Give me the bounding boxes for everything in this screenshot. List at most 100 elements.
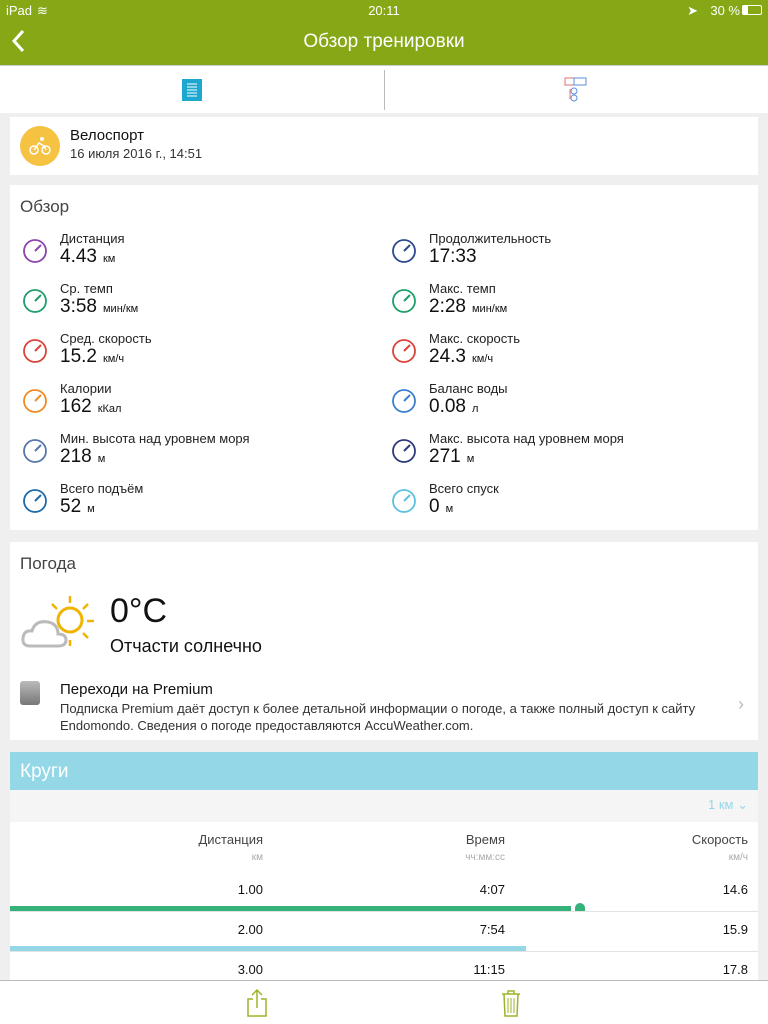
descent-arrow-icon bbox=[392, 489, 416, 513]
location-pins-icon bbox=[23, 239, 47, 263]
metric-value: 0.08 bbox=[429, 396, 466, 417]
cycling-icon bbox=[20, 126, 60, 166]
chevron-right-icon: › bbox=[738, 694, 744, 714]
metric-5: Макс. скорость 24.3 км/ч bbox=[379, 331, 739, 376]
speedometer-icon bbox=[23, 289, 47, 313]
metric-value: 4.43 bbox=[60, 246, 97, 267]
lap-speed: 17.8 bbox=[722, 962, 748, 977]
metric-unit: л bbox=[471, 403, 479, 415]
col-label: Время bbox=[465, 832, 505, 847]
col-speed: Скорость км/ч bbox=[692, 832, 748, 863]
col-time: Время чч:мм:сс bbox=[465, 832, 505, 863]
metric-6: Калории 162 кКал bbox=[10, 381, 370, 426]
metric-unit: кКал bbox=[97, 403, 122, 415]
delete-button[interactable] bbox=[500, 989, 522, 1022]
tab-divider bbox=[384, 70, 385, 110]
lap-interval-value: 1 км bbox=[708, 797, 734, 812]
metric-4: Сред. скорость 15.2 км/ч bbox=[10, 331, 370, 376]
trash-icon bbox=[502, 990, 520, 1017]
weather-card: Погода 0°C Отчасти солнечно Переходи на … bbox=[10, 542, 758, 740]
lap-row: 2.00 7:54 15.9 bbox=[10, 912, 758, 952]
metric-unit: км/ч bbox=[471, 353, 494, 365]
weather-title: Погода bbox=[20, 554, 76, 573]
speedometer-icon bbox=[392, 339, 416, 363]
col-distance: Дистанция км bbox=[198, 832, 263, 863]
page-title: Обзор тренировки bbox=[303, 31, 465, 52]
metric-label: Макс. высота над уровнем моря bbox=[429, 431, 624, 446]
workout-header-card: Велоспорт 16 июля 2016 г., 14:51 bbox=[10, 117, 758, 175]
tab-summary[interactable] bbox=[0, 66, 384, 114]
speedometer-icon bbox=[392, 289, 416, 313]
battery-percent: 30 % bbox=[710, 3, 740, 18]
lap-speed: 14.6 bbox=[722, 882, 748, 897]
col-unit: км/ч bbox=[728, 852, 748, 863]
metric-10: Всего подъём 52 м bbox=[10, 481, 370, 526]
list-icon bbox=[182, 79, 202, 101]
col-label: Дистанция bbox=[198, 832, 263, 847]
tab-bar bbox=[0, 65, 768, 113]
metric-value: 17:33 bbox=[429, 246, 477, 267]
speedometer-icon bbox=[23, 339, 47, 363]
metric-unit: м bbox=[466, 453, 475, 465]
metric-9: Макс. высота над уровнем моря 271 м bbox=[379, 431, 739, 476]
laps-subheader: 1 км ⌄ bbox=[10, 790, 758, 822]
metric-label: Макс. темп bbox=[429, 281, 496, 296]
metric-unit: м bbox=[445, 503, 454, 515]
lap-time: 7:54 bbox=[479, 922, 505, 937]
metric-label: Макс. скорость bbox=[429, 331, 521, 346]
metric-label: Дистанция bbox=[60, 231, 125, 246]
metric-2: Ср. темп 3:58 мин/км bbox=[10, 281, 370, 326]
lap-speed: 15.9 bbox=[722, 922, 748, 937]
back-button[interactable] bbox=[10, 28, 26, 61]
lap-distance: 3.00 bbox=[237, 962, 263, 977]
clock: 20:11 bbox=[368, 3, 400, 18]
col-unit: км bbox=[251, 852, 263, 863]
premium-upsell[interactable]: Переходи на Premium Подписка Premium даё… bbox=[20, 676, 748, 734]
metric-label: Сред. скорость bbox=[60, 331, 152, 346]
metric-3: Макс. темп 2:28 мин/км bbox=[379, 281, 739, 326]
metric-value: 3:58 bbox=[60, 296, 97, 317]
workout-date: 16 июля 2016 г., 14:51 bbox=[70, 146, 203, 161]
laps-title: Круги bbox=[10, 752, 758, 790]
share-button[interactable] bbox=[246, 988, 268, 1022]
metric-value: 271 bbox=[429, 446, 461, 467]
metric-1: Продолжительность 17:33 bbox=[379, 231, 739, 276]
metric-7: Баланс воды 0.08 л bbox=[379, 381, 739, 426]
metric-label: Баланс воды bbox=[429, 381, 508, 396]
nav-bar: Обзор тренировки bbox=[0, 20, 768, 65]
wifi-icon: ≋ bbox=[37, 3, 48, 18]
metric-unit: мин/км bbox=[102, 303, 139, 315]
metric-unit: м bbox=[87, 503, 95, 515]
battery-icon bbox=[742, 5, 762, 15]
lap-speed-bar bbox=[10, 946, 527, 951]
overview-card: Обзор Дистанция 4.43 км Продолжительность… bbox=[10, 185, 758, 530]
temperature: 0°C bbox=[110, 592, 168, 630]
lap-distance: 1.00 bbox=[237, 882, 263, 897]
chevron-left-icon bbox=[11, 29, 25, 53]
stopwatch-icon bbox=[392, 239, 416, 263]
col-label: Скорость bbox=[691, 832, 748, 847]
col-unit: чч:мм:сс bbox=[465, 852, 505, 863]
lap-time: 11:15 bbox=[473, 962, 505, 977]
water-drops-icon bbox=[392, 389, 416, 413]
bottom-toolbar bbox=[0, 980, 768, 1024]
premium-title: Переходи на Premium bbox=[60, 681, 213, 698]
metric-value: 162 bbox=[60, 396, 92, 417]
location-icon: ➤ bbox=[687, 3, 698, 18]
tab-social[interactable] bbox=[384, 66, 768, 114]
laps-card: Круги 1 км ⌄ Дистанция км Время чч:мм:сс С… bbox=[10, 752, 758, 992]
premium-description: Подписка Premium даёт доступ к более дет… bbox=[60, 701, 696, 733]
metric-value: 24.3 bbox=[429, 346, 466, 367]
metric-label: Всего спуск bbox=[429, 481, 499, 496]
overview-title: Обзор bbox=[20, 197, 70, 216]
metric-label: Всего подъём bbox=[60, 481, 144, 496]
comments-likes-icon bbox=[564, 77, 587, 102]
share-icon bbox=[247, 988, 267, 1017]
device-name: iPad bbox=[6, 3, 33, 18]
sport-name: Велоспорт bbox=[70, 127, 144, 144]
status-bar: iPad ≋ 20:11 ➤ 30 % bbox=[0, 0, 768, 20]
metric-label: Продолжительность bbox=[429, 231, 552, 246]
mountain-icon bbox=[23, 439, 47, 463]
lap-interval-dropdown[interactable]: 1 км ⌄ bbox=[708, 797, 748, 813]
